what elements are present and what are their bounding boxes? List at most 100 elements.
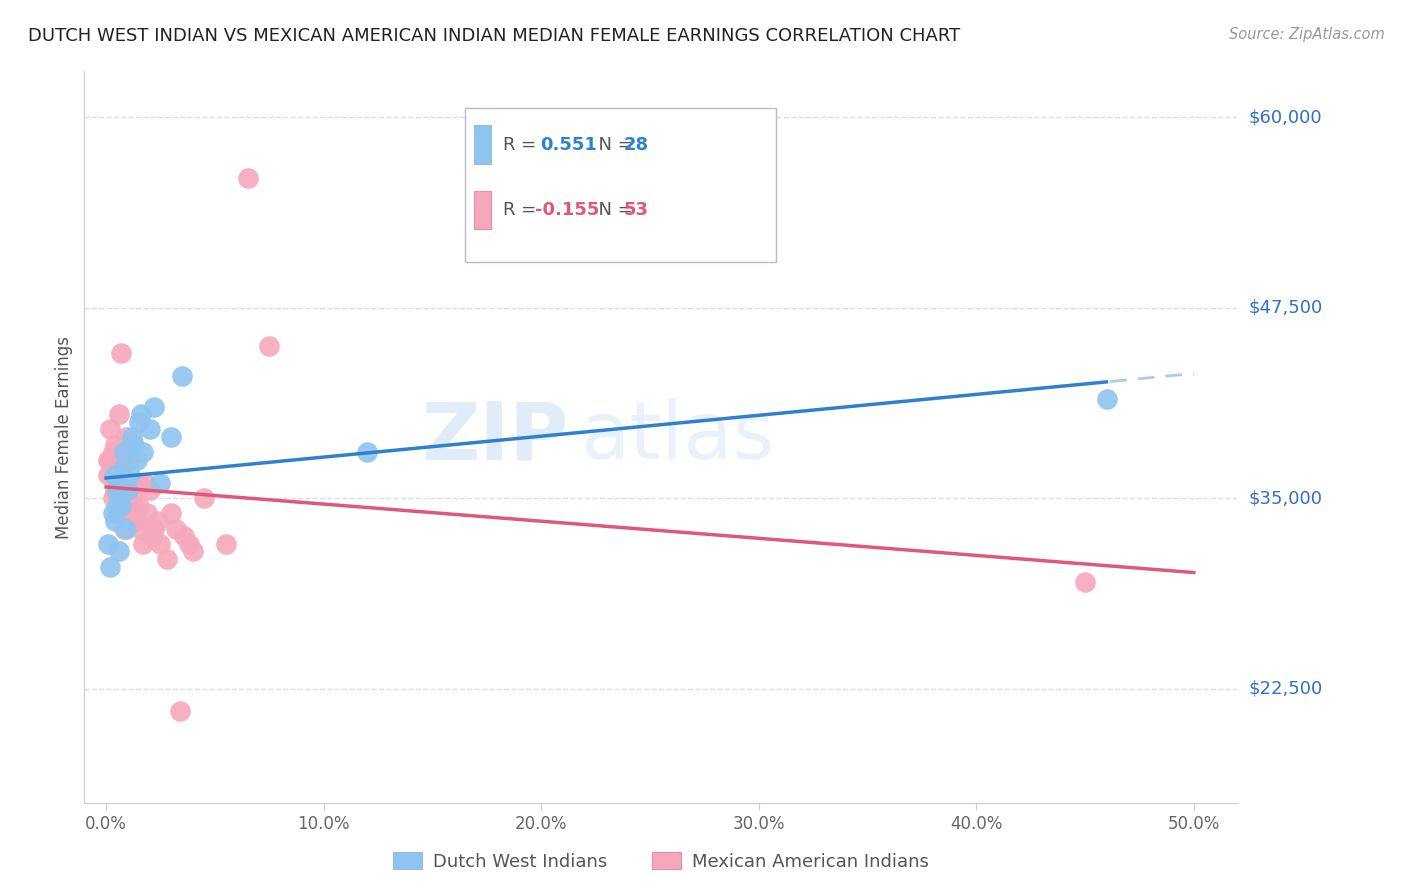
Point [105,506,128,520]
Point [110,499,132,513]
Text: R =: R = [503,202,541,219]
Point [100,453,122,467]
Text: 0.551: 0.551 [540,136,596,153]
Point [149,475,172,490]
Point [128,415,150,429]
Point [110,491,132,505]
Point [125,514,148,528]
Text: ZIP: ZIP [422,398,568,476]
Point [125,453,148,467]
Point [128,475,150,490]
Point [128,499,150,513]
Point [112,499,135,513]
Point [105,499,128,513]
Point [141,529,163,543]
Text: DUTCH WEST INDIAN VS MEXICAN AMERICAN INDIAN MEDIAN FEMALE EARNINGS CORRELATION : DUTCH WEST INDIAN VS MEXICAN AMERICAN IN… [28,27,960,45]
Point [236,171,259,186]
Point [108,544,131,558]
Point [173,529,195,543]
Point [149,537,172,551]
Point [101,491,124,505]
Point [215,537,238,551]
Point [97,537,120,551]
Point [104,483,127,498]
Text: $22,500: $22,500 [1249,680,1323,698]
Point [108,445,131,459]
Point [108,407,131,421]
Point [105,491,128,505]
Point [121,491,143,505]
Point [108,460,131,475]
Point [1074,574,1097,589]
Point [105,483,128,498]
Point [101,468,124,483]
Point [104,514,127,528]
Point [172,369,194,384]
Point [156,552,179,566]
Point [100,422,122,436]
Bar [474,126,491,163]
Point [132,537,155,551]
Point [124,438,146,452]
Point [114,521,136,535]
Point [112,521,135,535]
Point [132,445,155,459]
Point [121,430,143,444]
Point [143,400,166,414]
Point [104,468,127,483]
Point [165,521,187,535]
Point [124,514,146,528]
Point [117,483,139,498]
Text: N =: N = [588,136,638,153]
Point [101,506,124,520]
Text: $47,500: $47,500 [1249,299,1323,317]
Point [97,468,120,483]
Point [181,544,204,558]
Text: R =: R = [503,136,547,153]
Point [112,460,135,475]
Point [148,514,170,528]
Point [118,468,141,483]
Text: atlas: atlas [581,398,775,476]
Point [143,521,166,535]
Point [134,475,156,490]
Text: -0.155: -0.155 [536,202,599,219]
Text: $35,000: $35,000 [1249,489,1323,507]
Point [118,453,141,467]
Point [100,559,122,574]
Point [356,445,378,459]
Text: 28: 28 [624,136,650,153]
Point [101,445,124,459]
Point [160,430,183,444]
Point [193,491,215,505]
Point [112,445,135,459]
FancyBboxPatch shape [465,108,776,261]
Text: N =: N = [588,202,638,219]
Point [104,460,127,475]
Point [108,491,131,505]
Point [259,339,281,353]
Point [138,483,160,498]
Point [160,506,183,520]
Point [177,537,200,551]
Point [136,506,159,520]
Point [117,506,139,520]
Text: 53: 53 [624,202,650,219]
Point [110,483,132,498]
Point [114,453,136,467]
Point [97,453,120,467]
Point [105,475,128,490]
Y-axis label: Median Female Earnings: Median Female Earnings [55,335,73,539]
Point [129,407,152,421]
Point [114,430,136,444]
Point [138,422,160,436]
Point [117,491,139,505]
Text: $60,000: $60,000 [1249,108,1322,126]
Point [169,705,191,719]
Point [104,438,127,452]
Text: Source: ZipAtlas.com: Source: ZipAtlas.com [1229,27,1385,42]
Legend: Dutch West Indians, Mexican American Indians: Dutch West Indians, Mexican American Ind… [385,845,936,878]
Point [1095,392,1118,406]
Point [124,499,146,513]
Bar [474,191,491,229]
